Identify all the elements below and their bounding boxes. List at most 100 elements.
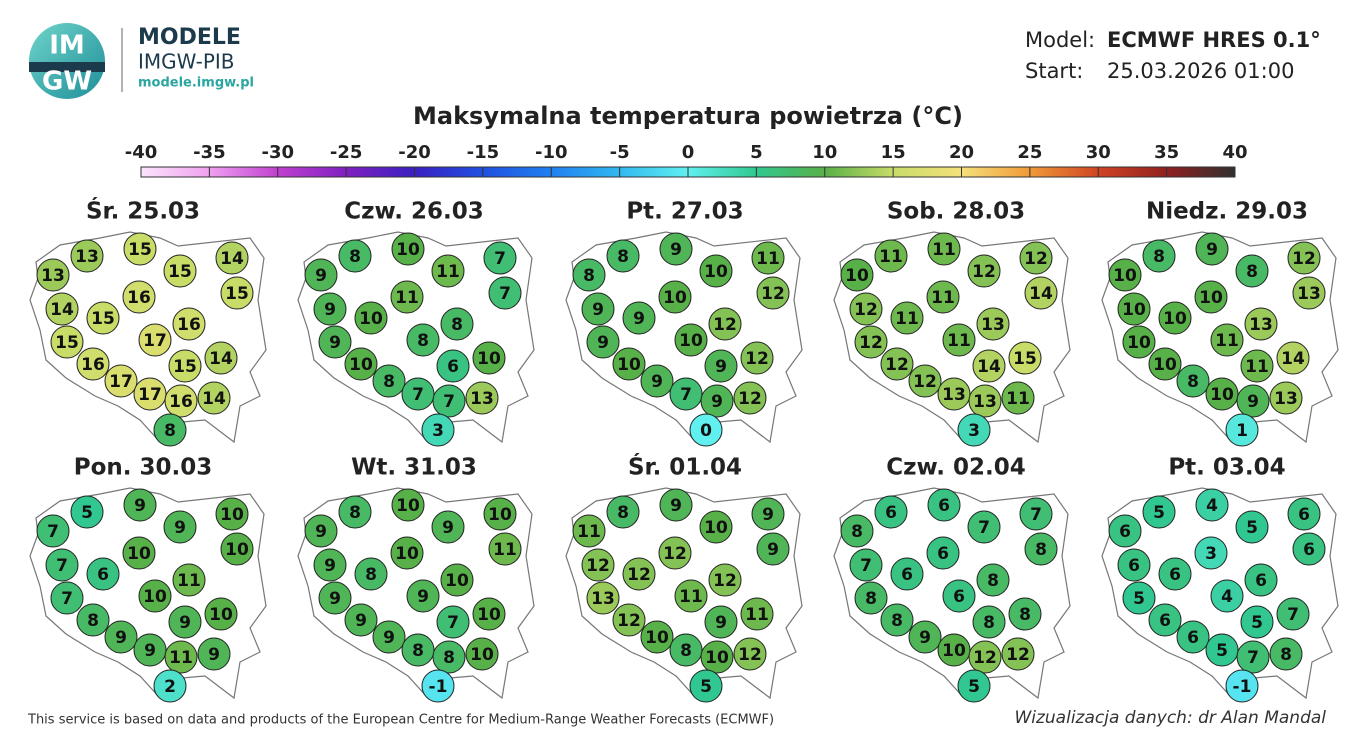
station-value: 8 xyxy=(1019,605,1031,625)
station-value: 11 xyxy=(745,605,769,625)
station-value: 14 xyxy=(209,349,233,369)
station-value: 9 xyxy=(324,556,336,576)
station-marker xyxy=(483,497,517,531)
station-marker xyxy=(622,301,656,335)
station-marker xyxy=(197,637,231,671)
colorbar-tick-label: 10 xyxy=(812,142,837,163)
station-marker xyxy=(1158,301,1192,335)
station-marker xyxy=(704,605,738,639)
station-marker xyxy=(840,258,874,292)
station-marker xyxy=(967,254,1001,288)
station-marker xyxy=(942,323,976,357)
station-marker xyxy=(488,532,522,566)
station-value: 6 xyxy=(97,565,109,585)
station-marker xyxy=(581,548,615,582)
station-marker xyxy=(406,579,440,613)
station-marker xyxy=(313,292,347,326)
station-value: 11 xyxy=(177,571,201,591)
colorbar-tick-label: -10 xyxy=(535,142,568,163)
station-marker xyxy=(431,510,465,544)
colorbar-tick-label: -35 xyxy=(193,142,226,163)
station-value: 9 xyxy=(144,641,156,661)
station-marker xyxy=(957,669,991,703)
station-value: 11 xyxy=(169,648,193,668)
station-value: 11 xyxy=(436,262,460,282)
station-value: 8 xyxy=(617,247,629,267)
station-marker xyxy=(733,637,767,671)
station-marker xyxy=(669,377,703,411)
station-marker xyxy=(586,581,620,615)
station-value: 9 xyxy=(329,589,341,609)
map-title: Śr. 01.04 xyxy=(628,453,742,481)
station-marker xyxy=(390,536,424,570)
station-value: 13 xyxy=(591,589,615,609)
station-marker xyxy=(354,557,388,591)
station-marker xyxy=(1269,381,1303,415)
station-value: 10 xyxy=(349,355,373,375)
station-value: 7 xyxy=(56,556,68,576)
title: Maksymalna temperatura powietrza (°C) xyxy=(413,102,963,130)
station-value: 11 xyxy=(879,247,903,267)
station-marker xyxy=(926,280,960,314)
station-value: 8 xyxy=(383,372,395,392)
station-value: 8 xyxy=(443,648,455,668)
station-marker xyxy=(756,276,790,310)
station-value: 11 xyxy=(679,587,703,607)
station-marker xyxy=(1225,669,1259,703)
station-marker xyxy=(172,307,206,341)
colorbar-tick-label: -40 xyxy=(125,142,158,163)
station-value: 14 xyxy=(1029,284,1053,304)
station-value: 11 xyxy=(931,288,955,308)
station-value: 9 xyxy=(324,300,336,320)
station-marker xyxy=(344,603,378,637)
station-value: 12 xyxy=(586,556,610,576)
station-marker xyxy=(421,669,455,703)
station-value: 15 xyxy=(173,357,197,377)
station-marker xyxy=(436,349,470,383)
station-marker xyxy=(104,620,138,654)
station-marker xyxy=(164,640,198,674)
station-value: 9 xyxy=(919,628,931,648)
station-marker xyxy=(908,364,942,398)
station-marker xyxy=(406,323,440,357)
station-marker xyxy=(1240,349,1274,383)
station-value: 13 xyxy=(1297,284,1321,304)
station-value: 8 xyxy=(365,565,377,585)
station-value: 5 xyxy=(1133,589,1145,609)
station-value: 13 xyxy=(41,266,65,286)
station-value: 16 xyxy=(169,392,193,412)
station-marker xyxy=(50,325,84,359)
station-marker xyxy=(704,349,738,383)
station-marker xyxy=(86,557,120,591)
station-marker xyxy=(45,292,79,326)
station-value: 9 xyxy=(355,611,367,631)
station-marker xyxy=(1269,637,1303,671)
station-marker xyxy=(606,495,640,529)
colorbar-tick-label: 40 xyxy=(1222,142,1247,163)
station-value: 9 xyxy=(417,587,429,607)
station-value: 10 xyxy=(396,496,420,516)
station-value: 6 xyxy=(1298,505,1310,525)
station-value: 7 xyxy=(494,249,506,269)
station-value: 9 xyxy=(715,613,727,633)
station-value: 8 xyxy=(1246,262,1258,282)
station-value: 9 xyxy=(115,628,127,648)
station-value: 10 xyxy=(209,605,233,625)
station-marker xyxy=(344,347,378,381)
station-marker xyxy=(70,495,104,529)
station-value: 9 xyxy=(762,505,774,525)
station-marker xyxy=(172,563,206,597)
station-value: 10 xyxy=(1113,266,1137,286)
station-value: 6 xyxy=(901,565,913,585)
station-marker xyxy=(708,563,742,597)
station-value: 9 xyxy=(767,540,779,560)
station-marker xyxy=(123,488,157,522)
station-marker xyxy=(440,563,474,597)
station-value: 13 xyxy=(942,385,966,405)
station-value: 12 xyxy=(627,565,651,585)
station-value: 9 xyxy=(179,613,191,633)
station-value: 8 xyxy=(680,641,692,661)
station-marker xyxy=(669,633,703,667)
station-marker xyxy=(163,510,197,544)
